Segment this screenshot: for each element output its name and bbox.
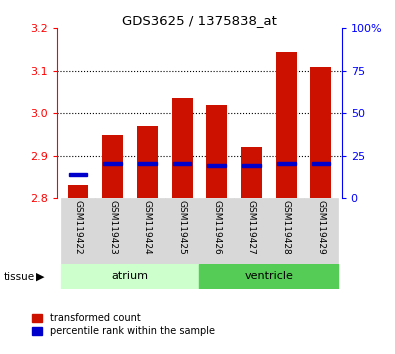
Bar xyxy=(234,198,269,264)
Text: GSM119426: GSM119426 xyxy=(213,200,221,255)
Bar xyxy=(173,162,192,165)
Legend: transformed count, percentile rank within the sample: transformed count, percentile rank withi… xyxy=(28,309,219,340)
Bar xyxy=(165,198,199,264)
Bar xyxy=(199,198,234,264)
Bar xyxy=(130,198,165,264)
Text: atrium: atrium xyxy=(112,272,149,281)
Bar xyxy=(269,198,303,264)
Bar xyxy=(199,264,338,289)
Text: GSM119422: GSM119422 xyxy=(73,200,83,255)
Text: ventricle: ventricle xyxy=(245,272,293,281)
Text: GSM119424: GSM119424 xyxy=(143,200,152,255)
Bar xyxy=(138,162,157,165)
Bar xyxy=(310,67,331,198)
Bar xyxy=(137,126,158,198)
Text: GSM119423: GSM119423 xyxy=(108,200,117,255)
Bar xyxy=(69,173,87,176)
Bar xyxy=(68,185,88,198)
Title: GDS3625 / 1375838_at: GDS3625 / 1375838_at xyxy=(122,14,277,27)
Bar xyxy=(103,162,122,165)
Bar xyxy=(61,198,96,264)
Text: tissue: tissue xyxy=(4,272,35,282)
Bar xyxy=(61,264,199,289)
Bar xyxy=(312,162,330,165)
Bar xyxy=(241,147,262,198)
Text: GSM119427: GSM119427 xyxy=(247,200,256,255)
Bar xyxy=(303,198,338,264)
Bar xyxy=(277,162,295,165)
Bar xyxy=(242,165,261,167)
Bar xyxy=(207,105,227,198)
Bar xyxy=(96,198,130,264)
Text: GSM119429: GSM119429 xyxy=(316,200,325,255)
Text: ▶: ▶ xyxy=(36,272,45,282)
Bar xyxy=(102,135,123,198)
Bar xyxy=(207,164,226,167)
Text: GSM119425: GSM119425 xyxy=(178,200,186,255)
Text: GSM119428: GSM119428 xyxy=(282,200,291,255)
Bar xyxy=(276,52,297,198)
Bar xyxy=(172,98,192,198)
